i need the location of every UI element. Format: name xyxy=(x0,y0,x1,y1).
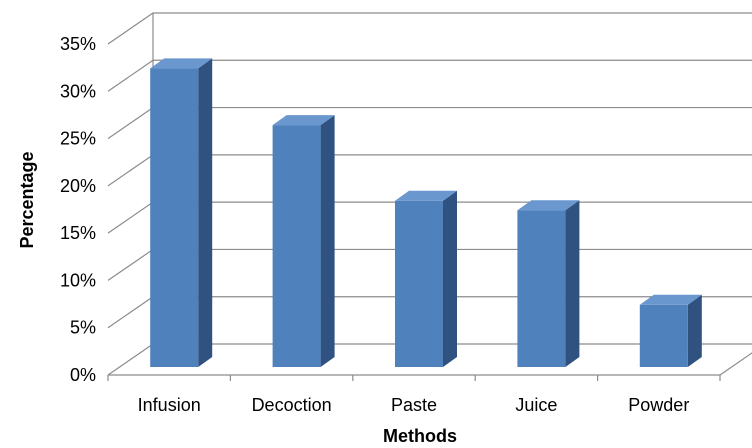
bar-top xyxy=(517,200,580,211)
bar-top xyxy=(150,58,213,69)
bar-top xyxy=(639,294,702,305)
bar-top xyxy=(395,190,457,201)
y-tick-label: 25% xyxy=(60,129,96,149)
y-tick-label: 15% xyxy=(60,223,96,243)
y-tick-label: 10% xyxy=(60,270,96,290)
bar-front xyxy=(395,200,443,367)
bar-layer xyxy=(150,58,702,367)
bar-side xyxy=(320,115,335,367)
bar-front xyxy=(150,68,199,367)
bar xyxy=(395,190,457,367)
bar-front xyxy=(639,304,688,367)
bar xyxy=(639,294,702,367)
bar xyxy=(150,58,213,367)
bar-side xyxy=(687,294,702,367)
x-tick-label: Decoction xyxy=(252,395,332,415)
bar-top xyxy=(272,115,335,126)
bar-side xyxy=(565,200,580,367)
x-tick-label: Juice xyxy=(515,395,557,415)
floor-right-edge xyxy=(719,352,752,376)
y-tick-label: 20% xyxy=(60,176,96,196)
y-axis-title: Percentage xyxy=(17,151,37,248)
y-tick-label: 5% xyxy=(70,318,96,338)
x-tick-label: Infusion xyxy=(138,395,201,415)
bar-side xyxy=(443,190,457,367)
x-axis-title: Methods xyxy=(383,426,457,446)
gridline xyxy=(107,12,752,45)
bar-side xyxy=(198,58,213,367)
y-tick-label: 35% xyxy=(60,34,96,54)
x-tick-label: Powder xyxy=(628,395,689,415)
bar-front xyxy=(517,210,566,367)
label-layer: 0% 5% 10% 15% 20% 25% 30% 35% Infusion Decoction P… xyxy=(60,34,689,415)
y-tick-label: 30% xyxy=(60,81,96,101)
x-tick-label: Paste xyxy=(391,395,437,415)
bar xyxy=(272,115,335,367)
bar xyxy=(517,200,580,367)
bar-front xyxy=(272,125,321,367)
y-tick-label: 0% xyxy=(70,365,96,385)
